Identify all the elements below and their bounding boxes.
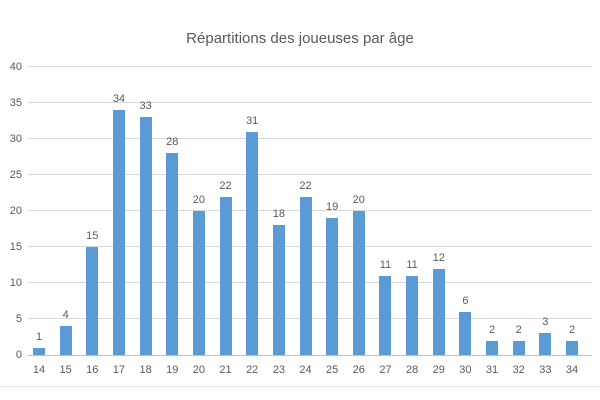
- data-label: 3: [542, 316, 549, 329]
- data-label: 11: [379, 258, 392, 271]
- bar: [486, 340, 499, 355]
- bar: [406, 275, 419, 355]
- bar: [33, 347, 45, 355]
- bar: [512, 340, 525, 355]
- data-label: 20: [192, 194, 206, 206]
- data-label: 12: [432, 251, 445, 264]
- chart-bottom-border: [0, 386, 600, 387]
- x-tick-label: 22: [246, 364, 259, 376]
- data-label: 6: [462, 294, 469, 307]
- gridline: [28, 138, 592, 139]
- x-tick-label: 29: [432, 364, 445, 376]
- x-tick-label: 33: [539, 364, 552, 376]
- x-tick-label: 14: [32, 364, 46, 376]
- bar: [299, 196, 312, 355]
- data-label: 1: [35, 330, 43, 343]
- data-label: 34: [112, 93, 126, 106]
- gridline: [28, 174, 592, 175]
- bar: [166, 153, 179, 355]
- gridline: [28, 66, 592, 67]
- bar: [539, 333, 552, 355]
- y-tick-label: 5: [15, 313, 22, 325]
- y-tick-label: 40: [9, 61, 22, 73]
- bar: [459, 311, 472, 355]
- data-label: 15: [86, 230, 99, 242]
- bar: [272, 225, 285, 355]
- bar: [219, 196, 232, 355]
- x-tick-label: 19: [166, 364, 179, 376]
- y-tick-label: 0: [15, 349, 22, 361]
- x-tick-label: 17: [112, 364, 126, 376]
- data-label: 33: [139, 100, 152, 113]
- bar: [139, 117, 152, 355]
- data-label: 31: [246, 114, 259, 127]
- data-label: 4: [62, 309, 69, 322]
- x-tick-label: 20: [192, 364, 206, 376]
- data-label: 20: [352, 194, 365, 206]
- x-tick-label: 18: [139, 364, 152, 376]
- data-label: 2: [515, 323, 522, 336]
- y-tick-label: 10: [9, 277, 22, 289]
- y-tick-label: 30: [9, 133, 22, 145]
- gridline: [28, 102, 592, 103]
- x-tick-label: 16: [86, 364, 99, 376]
- x-tick-label: 15: [59, 364, 72, 376]
- data-label: 2: [568, 323, 576, 336]
- bar: [352, 211, 365, 355]
- bar: [566, 340, 578, 355]
- x-tick-label: 25: [326, 364, 339, 376]
- x-tick-label: 28: [405, 364, 419, 376]
- x-tick-label: 23: [272, 364, 285, 376]
- bar: [192, 211, 205, 355]
- x-tick-label: 31: [485, 364, 499, 376]
- y-tick-label: 25: [9, 169, 22, 181]
- data-label: 22: [299, 179, 312, 192]
- data-label: 22: [219, 179, 232, 192]
- y-tick-label: 35: [9, 97, 22, 109]
- x-tick-label: 21: [219, 364, 232, 376]
- data-label: 2: [488, 323, 496, 336]
- bar: [112, 110, 125, 355]
- data-label: 28: [166, 136, 179, 149]
- y-tick-label: 20: [9, 205, 22, 217]
- x-tick-label: 32: [512, 364, 525, 376]
- bar: [59, 326, 72, 355]
- chart-title: Répartitions des joueuses par âge: [186, 30, 414, 47]
- x-axis-line: [28, 355, 592, 356]
- x-tick-label: 26: [352, 364, 365, 376]
- plot-area: 1 4 15 34 33 28 20 22 31 18 22 19 20 11 11 12 6 2 2 3 2: [28, 66, 592, 356]
- x-tick-label: 34: [565, 364, 579, 376]
- x-tick-label: 30: [459, 364, 472, 376]
- y-tick-label: 15: [9, 241, 22, 253]
- bar: [326, 218, 339, 355]
- bar: [432, 268, 445, 355]
- data-label: 18: [272, 208, 285, 221]
- data-label: 19: [326, 201, 339, 214]
- x-tick-label: 27: [379, 364, 392, 376]
- data-label: 11: [406, 258, 418, 271]
- x-tick-label: 24: [299, 364, 312, 376]
- bar: [246, 131, 259, 355]
- bar: [379, 275, 392, 355]
- bar: [86, 247, 99, 355]
